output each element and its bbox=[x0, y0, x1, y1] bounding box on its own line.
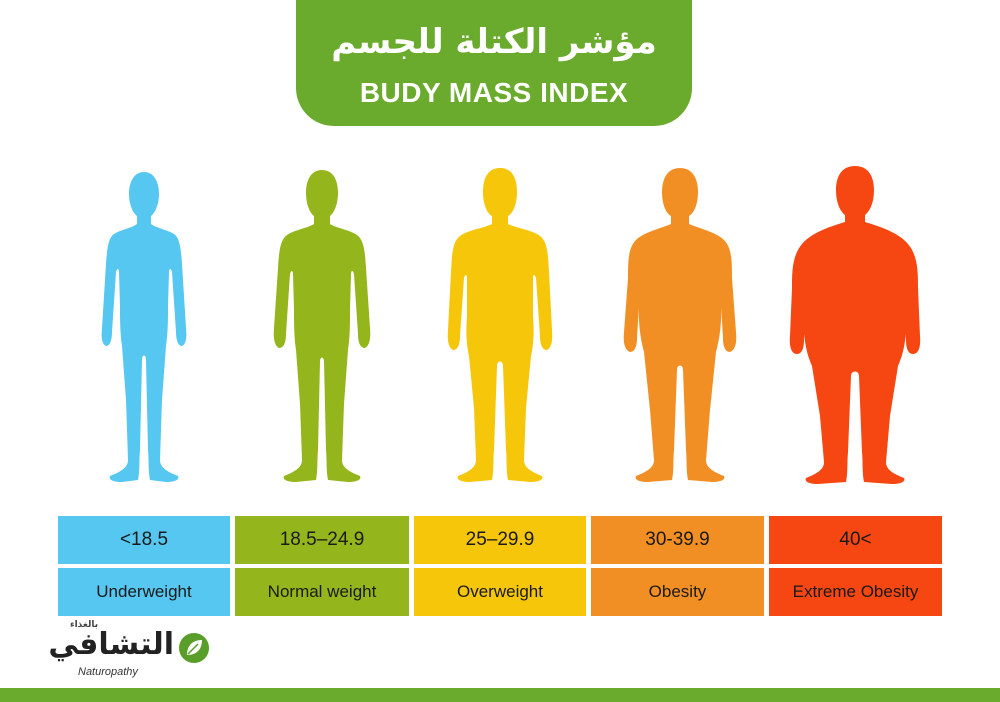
range-underweight: <18.5 bbox=[58, 516, 230, 564]
logo-arabic-subtext: بالغذاء bbox=[70, 620, 99, 630]
figure-normal-weight bbox=[270, 160, 374, 490]
label-underweight: Underweight bbox=[58, 568, 230, 616]
bottom-bar bbox=[0, 688, 1000, 702]
label-obesity: Obesity bbox=[591, 568, 764, 616]
title-arabic: مؤشر الكتلة للجسم bbox=[331, 22, 657, 62]
title-banner: مؤشر الكتلة للجسم BUDY MASS INDEX bbox=[296, 0, 692, 126]
title-english: BUDY MASS INDEX bbox=[359, 77, 629, 108]
logo-arabic-text: التشافي bbox=[48, 627, 174, 662]
figure-overweight bbox=[444, 160, 556, 490]
range-normal-weight: 18.5–24.9 bbox=[235, 516, 409, 564]
body-figures bbox=[0, 160, 1000, 500]
figure-extreme-obesity bbox=[786, 160, 924, 490]
range-obesity: 30-39.9 bbox=[591, 516, 764, 564]
label-normal-weight: Normal weight bbox=[235, 568, 409, 616]
range-overweight: 25–29.9 bbox=[414, 516, 586, 564]
leaf-icon bbox=[178, 632, 210, 664]
label-overweight: Overweight bbox=[414, 568, 586, 616]
brand-logo: التشافي بالغذاء Naturopathy bbox=[48, 620, 212, 678]
range-extreme-obesity: 40< bbox=[769, 516, 942, 564]
figure-obesity bbox=[618, 160, 742, 490]
label-extreme-obesity: Extreme Obesity bbox=[769, 568, 942, 616]
logo-english-text: Naturopathy bbox=[78, 666, 138, 678]
figure-underweight bbox=[96, 160, 192, 490]
